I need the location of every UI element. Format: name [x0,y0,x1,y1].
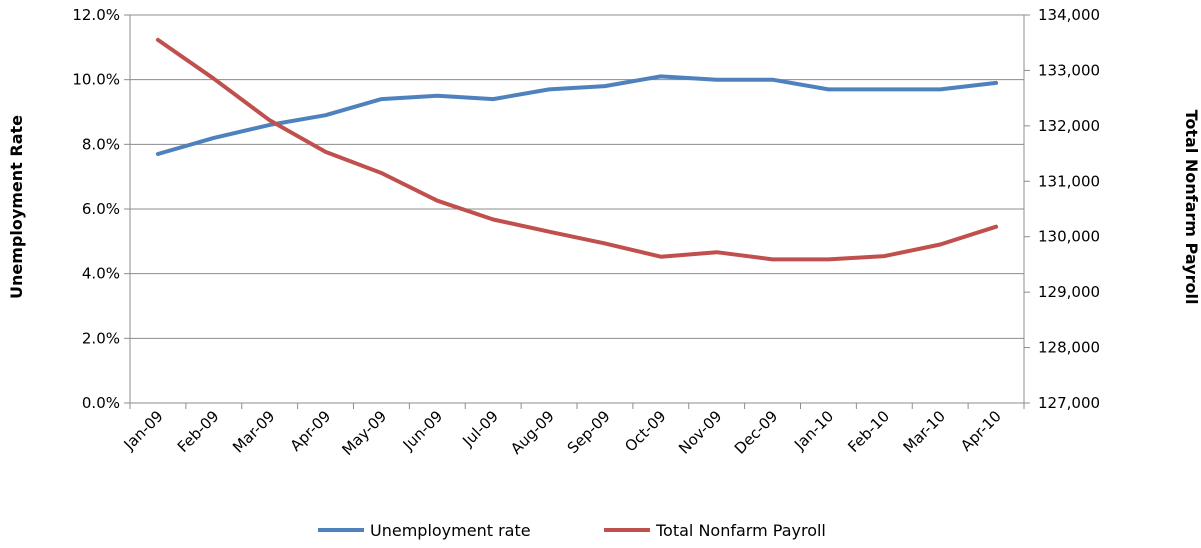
right-tick-label: 127,000 [1038,394,1100,412]
right-axis-ticks: 127,000 128,000 129,000 130,000 131,000 132,0… [1024,6,1100,412]
legend-label: Unemployment rate [370,521,531,540]
x-tick-label: Mar-10 [900,407,949,456]
x-tick-label: Nov-09 [675,407,725,457]
right-tick-label: 134,000 [1038,6,1100,24]
right-tick-label: 133,000 [1038,61,1100,79]
left-tick-label: 10.0% [72,71,120,89]
left-tick-label: 12.0% [72,6,120,24]
x-tick-label: Jul-09 [458,407,502,451]
gridlines [130,14,1024,339]
x-tick-label: Feb-10 [844,407,893,456]
legend-label: Total Nonfarm Payroll [655,521,826,540]
x-tick-label: Sep-09 [564,407,614,457]
left-axis-title: Unemployment Rate [7,115,26,299]
left-tick-label: 4.0% [82,265,120,283]
x-tick-label: Aug-09 [507,407,558,458]
x-tick-label: Jan-10 [790,407,837,454]
x-axis-ticks: Jan-09 Feb-09 Mar-09 Apr-09 May-09 Jun-09 Jul-… [120,403,1025,459]
left-tick-label: 6.0% [82,200,120,218]
series-line-unemployment-rate [155,74,999,156]
right-tick-label: 129,000 [1038,283,1100,301]
right-axis-title: Total Nonfarm Payroll [1182,110,1201,305]
left-axis-ticks: 0.0% 2.0% 4.0% 6.0% 8.0% 10.0% 12.0% [72,6,130,412]
left-tick-label: 2.0% [82,329,120,347]
x-tick-label: Oct-09 [621,407,669,455]
x-tick-label: Dec-09 [731,407,782,458]
x-tick-label: May-09 [338,407,390,459]
x-tick-label: Feb-09 [174,407,223,456]
x-tick-label: Mar-09 [229,407,278,456]
x-tick-label: Jan-09 [120,407,167,454]
right-tick-label: 132,000 [1038,117,1100,135]
right-tick-label: 128,000 [1038,339,1100,357]
legend: Unemployment rate Total Nonfarm Payroll [318,521,826,540]
series-lines [155,37,999,262]
right-tick-label: 130,000 [1038,228,1100,246]
left-tick-label: 8.0% [82,135,120,153]
left-tick-label: 0.0% [82,394,120,412]
x-tick-label: Apr-10 [957,407,1005,455]
right-tick-label: 131,000 [1038,172,1100,190]
x-tick-label: Jun-09 [399,407,446,454]
x-tick-label: Apr-09 [287,407,335,455]
series-line-total-nonfarm-payroll [155,37,999,262]
